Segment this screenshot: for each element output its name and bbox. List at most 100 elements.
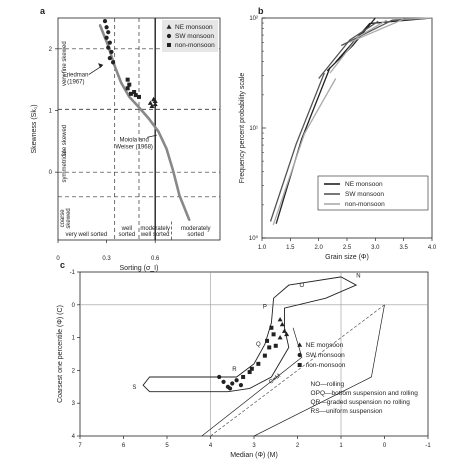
y-tick-label: 10² <box>249 16 258 22</box>
legend-label: SW monsoon <box>306 352 345 359</box>
series-line <box>335 17 433 63</box>
series-line <box>272 78 337 226</box>
panel-a-letter: a <box>40 6 46 16</box>
legend-label: NE monsoon <box>306 342 344 349</box>
data-point <box>125 77 130 82</box>
y-tick-label: 2 <box>49 47 53 53</box>
sorting-class: sorted <box>187 232 204 238</box>
panel-b: b 1.0 1.5 2.0 2.5 3.0 3.5 4.0 10⁰ 10¹ 10² NE mons… <box>239 6 437 261</box>
cm-pattern-envelope <box>142 276 385 437</box>
sorting-class: well sorted <box>140 232 170 238</box>
panel-b-lines <box>269 17 433 226</box>
annotation-arrow <box>88 65 102 75</box>
panel-c-ticks: 7 6 5 4 3 2 1 0 -1 -1 0 1 2 3 4 <box>70 270 432 449</box>
series-line <box>269 72 325 222</box>
data-point <box>107 55 112 61</box>
x-tick-label: -1 <box>425 443 431 449</box>
data-point <box>271 332 276 337</box>
y-tick-label: 0 <box>49 170 53 176</box>
y-tick-label: 10⁰ <box>249 235 259 242</box>
x-tick-label: 7 <box>78 443 82 449</box>
data-point <box>104 35 109 40</box>
skew-class: very fine skewed <box>62 41 68 86</box>
segment-label-q: Q <box>256 342 261 348</box>
panel-a-points <box>102 18 158 108</box>
x-tick-label: 2.5 <box>343 245 352 251</box>
y-tick-label: 4 <box>72 434 76 440</box>
segment-label-p: P <box>263 304 267 310</box>
data-point <box>217 374 222 380</box>
x-tick-label: 6 <box>122 443 126 449</box>
y-tick-label: 3 <box>72 401 76 407</box>
segment-label-n: N <box>356 273 360 279</box>
x-tick-label: 1 <box>339 443 343 449</box>
x-tick-label: 0 <box>56 256 60 262</box>
panel-b-letter: b <box>258 6 264 16</box>
legend-label: NE monsoon <box>345 181 383 188</box>
process-label: NO—rolling <box>311 381 345 388</box>
legend-label: non-monsoon <box>306 362 346 369</box>
sorting-class: very well sorted <box>66 232 108 238</box>
band-line <box>253 304 385 437</box>
data-point <box>125 86 130 91</box>
arrow-head <box>98 63 104 69</box>
legend-marker <box>297 363 302 367</box>
series-line <box>326 17 376 72</box>
skew-class: fine skewed <box>62 125 68 157</box>
envelope-outline <box>142 276 358 393</box>
panel-c-points <box>217 316 290 391</box>
x-tick-label: 2.0 <box>314 245 323 251</box>
y-tick-label: -1 <box>70 270 76 276</box>
skew-class: symmetrical <box>62 150 68 182</box>
legend-label: non-monsoon <box>175 42 215 49</box>
data-point <box>147 100 153 105</box>
legend-label: non-monsoon <box>345 201 385 208</box>
segment-label-r: R <box>232 367 237 373</box>
series-line <box>275 67 331 224</box>
panel-c-legend: NE monsoon SW monsoon non-monsoon NO—rollin… <box>297 342 418 415</box>
data-point <box>221 379 226 384</box>
data-point <box>267 345 272 350</box>
panel-a-xlabel: Sorting (σ_I) <box>120 265 159 272</box>
panel-c-letter: c <box>60 260 65 270</box>
panel-c-segment-labels: N O P Q R S <box>132 273 360 391</box>
sorting-class: moderately <box>140 226 170 232</box>
x-tick-label: 3.0 <box>371 245 380 251</box>
annotation: Moiola and <box>119 137 148 143</box>
panel-c-xlabel: Median (Φ) (M) <box>230 452 278 459</box>
data-point <box>227 386 233 391</box>
skew-class: coarse <box>60 209 66 228</box>
x-tick-label: 1.5 <box>286 245 295 251</box>
x-tick-label: 4.0 <box>428 245 437 251</box>
data-point <box>107 40 112 45</box>
data-point <box>279 321 285 327</box>
x-tick-label: 4 <box>209 443 213 449</box>
data-point <box>277 335 283 340</box>
panel-a-ylabel: Skewness (Sk₁) <box>31 104 38 153</box>
data-point <box>106 30 111 35</box>
cm-line <box>210 304 385 437</box>
series-line <box>329 19 388 74</box>
data-point <box>102 18 108 24</box>
legend-label: SW monsoon <box>175 33 214 40</box>
annotation: Weiser (1968) <box>115 144 153 150</box>
moiola-weiser-curve <box>98 24 191 221</box>
data-point <box>262 353 267 358</box>
y-tick-label: 1 <box>49 109 53 115</box>
data-point <box>273 343 278 348</box>
data-point <box>133 93 138 98</box>
moiola-curve-line <box>98 24 191 221</box>
data-point <box>234 378 239 383</box>
x-tick-label: 0.6 <box>151 256 160 262</box>
sorting-class: moderately <box>181 226 211 232</box>
legend-label: SW monsoon <box>345 191 384 198</box>
legend-marker <box>297 342 303 347</box>
legend-box <box>162 20 218 52</box>
data-point <box>277 316 283 322</box>
data-point <box>128 91 133 96</box>
sorting-class: sorted <box>119 232 136 238</box>
legend-label: NE monsoon <box>175 24 213 31</box>
